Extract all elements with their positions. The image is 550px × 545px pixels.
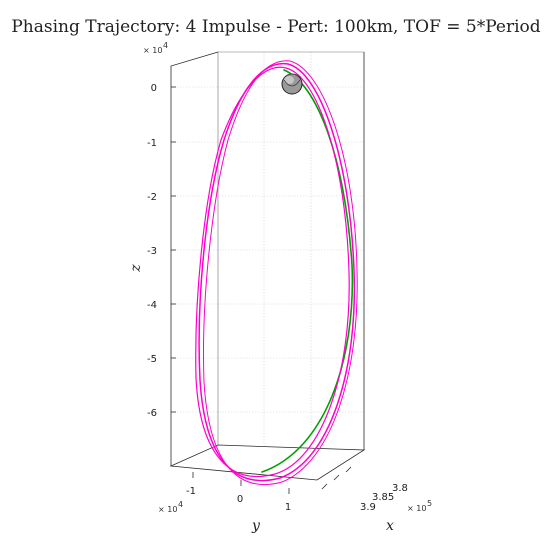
chart-title: Phasing Trajectory: 4 Impulse - Pert: 10… [11, 17, 540, 37]
series-line-magenta [203, 60, 358, 486]
series-line-magenta [198, 62, 356, 482]
moon-sphere [281, 73, 303, 95]
z-tick-label: -4 [147, 300, 157, 311]
svg-text:× 10: × 10 [143, 46, 162, 55]
y-tick-label: 1 [285, 502, 291, 513]
y-tick-label: 0 [237, 494, 243, 505]
trajectory-series [195, 60, 358, 486]
z-tick-label: -5 [147, 354, 157, 365]
x-tick-label: 3.8 [392, 483, 408, 494]
axes-box [169, 51, 366, 481]
z-tick-label: -2 [147, 192, 157, 203]
svg-text:× 10: × 10 [407, 504, 426, 513]
y-tick-label: -1 [186, 486, 196, 497]
y-exponent: × 10 4 [158, 500, 183, 514]
z-tick-label: -6 [147, 408, 157, 419]
tick-marks [171, 86, 352, 494]
z-tick-label: 0 [151, 83, 157, 94]
svg-text:4: 4 [178, 500, 183, 509]
svg-text:4: 4 [163, 41, 168, 50]
y-tick-labels: -1 0 1 [186, 486, 291, 513]
x-exponent: × 10 5 [407, 499, 432, 513]
z-axis-label: z [128, 264, 144, 273]
series-line-green [261, 69, 354, 473]
svg-text:× 10: × 10 [158, 505, 177, 514]
x-tick-label: 3.9 [360, 502, 376, 513]
x-axis-label: x [386, 518, 394, 534]
z-exponent: × 10 4 [143, 41, 168, 55]
series-line-magenta [195, 66, 350, 478]
x-tick-labels: 3.8 3.85 3.9 [360, 483, 408, 513]
z-tick-label: -3 [147, 246, 157, 257]
y-axis-label: y [251, 518, 261, 534]
x-tick-label: 3.85 [372, 492, 394, 503]
z-tick-labels: 0 -1 -2 -3 -4 -5 -6 [147, 83, 157, 419]
z-tick-label: -1 [147, 138, 157, 149]
svg-text:5: 5 [427, 499, 432, 508]
